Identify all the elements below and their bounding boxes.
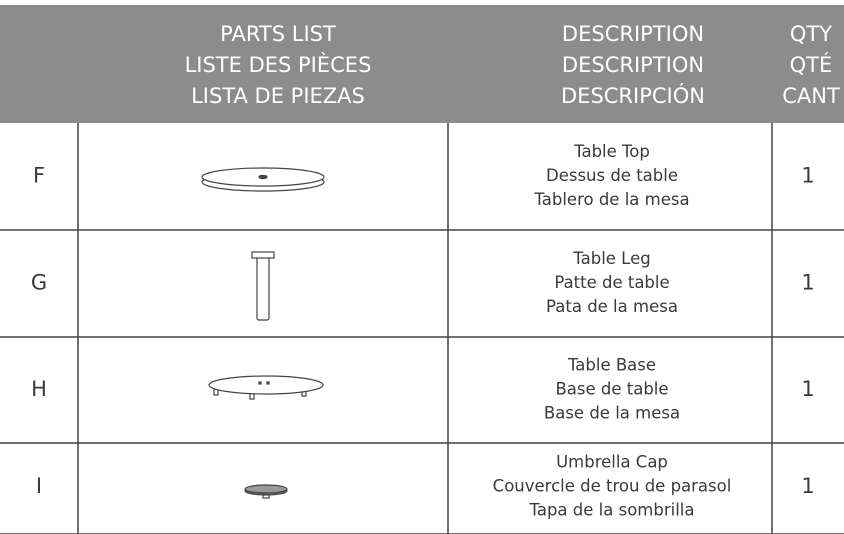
part-letter: H xyxy=(31,377,47,401)
part-description: Tapa de la sombrilla xyxy=(529,501,695,520)
header-parts-list: LISTE DES PIÈCES xyxy=(185,52,372,77)
table-leg-plate xyxy=(251,251,275,259)
part-description: Tablero de la mesa xyxy=(533,190,689,209)
header-description: DESCRIPTION xyxy=(562,53,704,77)
part-description: Pata de la mesa xyxy=(546,297,678,316)
part-letter: I xyxy=(36,474,42,498)
header-description: DESCRIPTION xyxy=(562,22,704,46)
part-description: Table Leg xyxy=(572,249,650,268)
table-base xyxy=(208,375,324,395)
part-description: Couvercle de trou de parasol xyxy=(493,477,732,496)
part-letter: G xyxy=(31,271,47,295)
base-hole xyxy=(258,381,262,385)
part-qty: 1 xyxy=(801,271,814,295)
header-band xyxy=(0,5,844,123)
illustrations xyxy=(201,167,325,499)
part-qty: 1 xyxy=(801,474,814,498)
part-qty: 1 xyxy=(801,377,814,401)
part-description: Dessus de table xyxy=(546,166,678,185)
part-description: Base de table xyxy=(555,380,668,399)
base-hole xyxy=(266,381,270,385)
header-description: DESCRIPCIÓN xyxy=(561,83,705,108)
part-letter: F xyxy=(33,164,45,188)
part-qty: 1 xyxy=(801,164,814,188)
header-qty: QTÉ xyxy=(790,52,833,77)
part-description: Table Top xyxy=(573,142,650,161)
header-parts-list: LISTA DE PIEZAS xyxy=(191,84,365,108)
table-top-hole xyxy=(258,174,268,180)
header-qty: CANT xyxy=(782,84,840,108)
umbrella-cap xyxy=(244,484,288,494)
part-description: Umbrella Cap xyxy=(556,453,668,472)
table-leg xyxy=(256,255,270,321)
part-description: Base de la mesa xyxy=(544,404,680,423)
part-description: Patte de table xyxy=(554,273,669,292)
part-description: Table Base xyxy=(567,356,656,375)
header-parts-list: PARTS LIST xyxy=(220,22,336,46)
header-qty: QTY xyxy=(790,22,832,46)
